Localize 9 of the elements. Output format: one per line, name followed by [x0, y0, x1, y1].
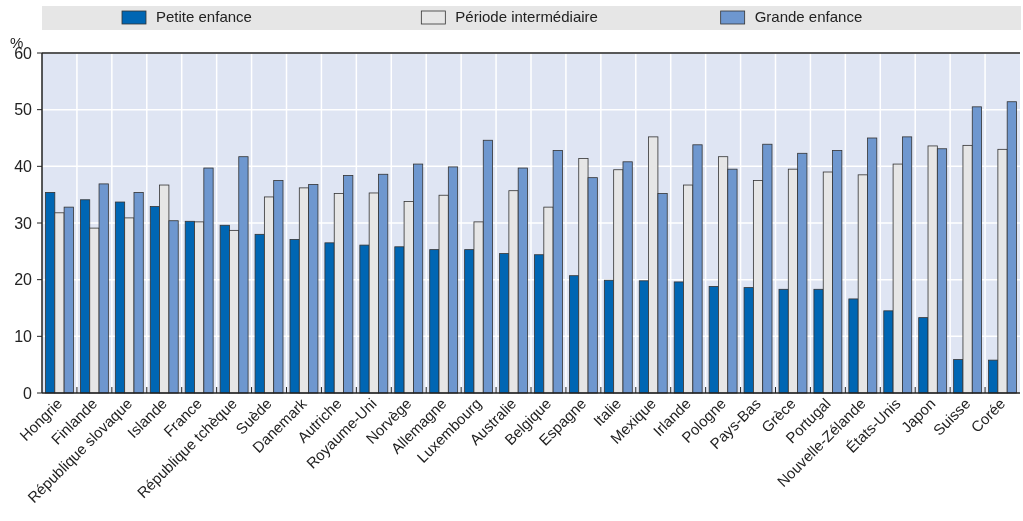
- legend-label: Grande enfance: [754, 8, 863, 25]
- y-tick-label: 10: [14, 327, 33, 345]
- y-tick-label: 20: [14, 271, 33, 289]
- legend-label: Petite enfance: [156, 8, 252, 25]
- legend-label: Période intermédiaire: [455, 8, 598, 25]
- y-tick-label: 0: [23, 384, 33, 402]
- y-tick-label: 50: [14, 101, 33, 119]
- y-tick-label: 30: [14, 214, 33, 232]
- y-tick-label: 40: [14, 157, 33, 175]
